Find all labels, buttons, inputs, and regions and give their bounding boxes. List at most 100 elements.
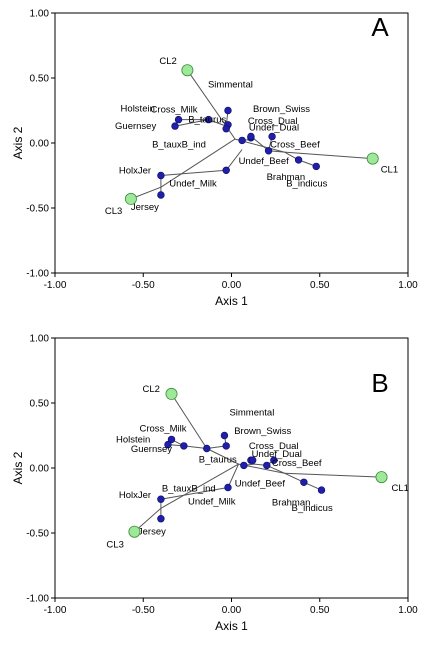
point-label: Simmental xyxy=(208,80,253,91)
tree-edge xyxy=(227,463,240,488)
x-tick-label: -1.00 xyxy=(44,605,67,616)
point-label: Guernsey xyxy=(115,121,156,132)
x-tick-label: 1.00 xyxy=(398,605,418,616)
cluster-marker xyxy=(124,192,137,205)
data-point xyxy=(224,483,232,492)
x-axis-title: Axis 1 xyxy=(215,619,248,633)
y-tick-label: -0.50 xyxy=(26,204,49,215)
data-point xyxy=(264,147,273,155)
tree-edge xyxy=(183,445,207,449)
cluster-branch xyxy=(284,472,382,478)
y-tick-label: 0.00 xyxy=(30,139,50,150)
point-label: Undef_Beef xyxy=(239,156,290,167)
cluster-branch xyxy=(284,151,373,160)
data-point xyxy=(157,514,165,523)
cluster-label: CL2 xyxy=(159,56,176,67)
x-tick-label: -1.00 xyxy=(44,280,67,291)
panel-letter: B xyxy=(371,368,388,398)
point-label: Guernsey xyxy=(131,444,172,455)
cluster-label: CL1 xyxy=(392,483,409,494)
data-point xyxy=(263,461,271,470)
point-label: Jersey xyxy=(131,202,159,213)
point-label: HolxJer xyxy=(119,166,151,177)
tree-edge xyxy=(160,138,236,188)
panel-letter: A xyxy=(371,12,389,42)
tree-edge xyxy=(160,463,239,509)
data-point xyxy=(268,132,276,141)
data-point xyxy=(220,431,229,440)
x-axis-title: Axis 1 xyxy=(215,294,248,308)
data-point xyxy=(224,106,232,115)
point-label: Holstein xyxy=(121,104,155,115)
point-label: B_taurus xyxy=(188,115,226,126)
point-label: Cross_Milk xyxy=(151,105,198,116)
cluster-label: CL1 xyxy=(381,165,398,176)
point-label: Brahman xyxy=(267,172,306,183)
cluster-marker xyxy=(128,525,141,538)
point-label: Undef_Milk xyxy=(169,178,217,189)
data-point xyxy=(300,478,308,486)
tree-edge xyxy=(160,487,229,500)
point-label: Undef_Beef xyxy=(235,478,286,489)
y-tick-label: 0.50 xyxy=(30,74,50,85)
data-point xyxy=(171,122,179,130)
y-tick-label: -1.00 xyxy=(26,594,49,605)
data-point xyxy=(164,440,172,449)
data-point xyxy=(222,124,230,133)
point-label: Simmental xyxy=(229,408,274,419)
point-label: Jersey xyxy=(138,527,166,538)
tree-edge xyxy=(160,169,227,176)
point-label: Undef_Dual xyxy=(249,123,299,134)
point-label: HolxJer xyxy=(119,490,151,501)
data-point xyxy=(238,136,246,145)
data-point xyxy=(270,456,278,464)
point-label: B_indicus xyxy=(286,178,327,189)
cluster-marker xyxy=(181,64,194,77)
x-tick-label: 1.00 xyxy=(398,280,418,291)
y-axis-title: Axis 2 xyxy=(11,126,25,159)
cluster-label: CL2 xyxy=(142,384,159,395)
cluster-label: CL3 xyxy=(106,540,123,551)
data-point xyxy=(294,156,303,164)
data-point xyxy=(203,444,211,453)
data-point xyxy=(222,442,230,450)
cluster-branch xyxy=(171,393,208,449)
data-point xyxy=(247,132,255,141)
tree-edge xyxy=(225,149,243,171)
point-label: Cross_Milk xyxy=(139,423,186,434)
data-point xyxy=(167,435,176,444)
data-point xyxy=(248,456,257,464)
y-tick-label: 0.00 xyxy=(30,464,50,475)
y-tick-label: -0.50 xyxy=(26,529,49,540)
point-label: B_tauxB_ind xyxy=(162,483,216,494)
point-label: Cross_Dual xyxy=(249,441,299,452)
point-label: B_tauxB_ind xyxy=(152,139,206,150)
x-tick-label: 0.00 xyxy=(222,605,242,616)
y-axis-title: Axis 2 xyxy=(11,451,25,484)
cluster-marker xyxy=(165,387,178,400)
y-tick-label: -1.00 xyxy=(26,269,49,280)
x-tick-label: 0.00 xyxy=(222,280,242,291)
data-point xyxy=(204,115,213,124)
point-label: B_indicus xyxy=(292,503,333,514)
data-point xyxy=(222,166,230,175)
plot-frame xyxy=(54,12,409,274)
point-label: Cross_Dual xyxy=(248,116,298,127)
data-point xyxy=(317,486,326,494)
point-label: B_taurus xyxy=(199,455,237,466)
data-point xyxy=(157,495,165,503)
tree-edge xyxy=(174,119,209,127)
y-tick-label: 1.00 xyxy=(30,334,50,345)
point-label: Brown_Swiss xyxy=(234,426,291,437)
point-label: Holstein xyxy=(116,435,150,446)
x-tick-label: -0.50 xyxy=(132,280,155,291)
point-label: Undef_Dual xyxy=(252,449,302,460)
data-point xyxy=(174,115,183,124)
data-point xyxy=(240,461,248,470)
panel-b: -1.00 -0.50 0.00 0.50 1.00 1.00 0.50 0.00 -0.50 -… xyxy=(11,334,418,634)
tree-edge xyxy=(206,448,239,465)
y-tick-label: 0.50 xyxy=(30,399,50,410)
point-label: Brown_Swiss xyxy=(253,104,310,115)
x-tick-label: 0.50 xyxy=(310,605,330,616)
